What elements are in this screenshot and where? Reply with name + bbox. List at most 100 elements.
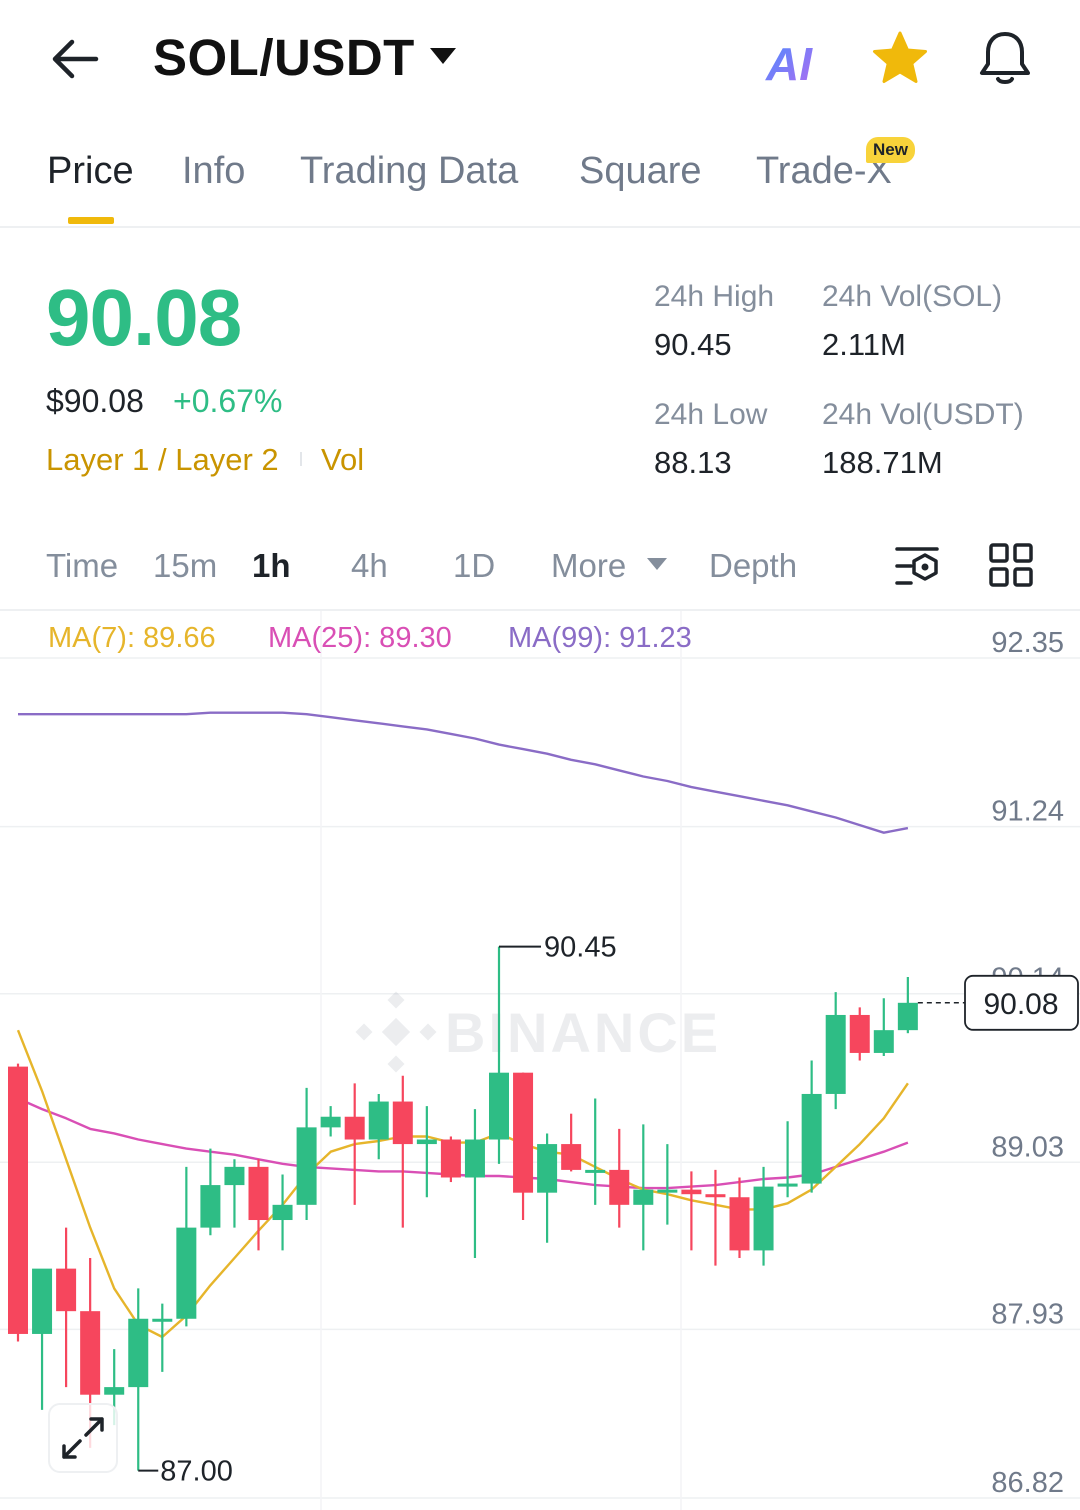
layout-grid-button[interactable] xyxy=(988,542,1034,588)
candle-body xyxy=(80,1311,101,1395)
interval-4h[interactable]: 4h xyxy=(351,547,388,584)
ma99-line xyxy=(18,711,909,834)
candle xyxy=(801,1060,822,1193)
alert-button[interactable] xyxy=(975,28,1035,88)
binance-watermark: BINANCE xyxy=(355,991,718,1073)
candle xyxy=(56,1227,77,1388)
vol-quote-label: 24h Vol(USDT) xyxy=(822,398,1024,431)
interval-15m[interactable]: 15m xyxy=(153,547,218,584)
ai-assistant-button[interactable]: AI xyxy=(765,36,827,90)
ai-icon-text: AI xyxy=(765,38,813,86)
vol-tag[interactable]: Vol xyxy=(321,442,365,477)
candle xyxy=(176,1166,197,1327)
candle xyxy=(705,1169,726,1266)
vol-quote-value: 188.71M xyxy=(822,445,943,480)
candle-body xyxy=(248,1166,269,1221)
candle-body xyxy=(489,1072,509,1140)
depth-tab[interactable]: Depth xyxy=(709,547,798,584)
candle xyxy=(561,1113,582,1172)
sector-tag[interactable]: Layer 1 / Layer 2 xyxy=(46,442,279,477)
candle-body xyxy=(801,1093,822,1184)
candle xyxy=(825,992,846,1110)
high-value: 90.45 xyxy=(654,327,732,362)
back-button[interactable] xyxy=(48,34,102,84)
ma99-label: MA(99): 91.23 xyxy=(508,622,692,654)
candle xyxy=(440,1136,461,1183)
ma7-label: MA(7): 89.66 xyxy=(48,622,216,654)
candle xyxy=(392,1075,413,1228)
expand-icon xyxy=(62,1417,104,1459)
candle xyxy=(633,1124,654,1251)
candle xyxy=(873,998,894,1056)
interval-1h[interactable]: 1h xyxy=(252,547,291,584)
candle-body xyxy=(705,1194,726,1198)
candle-body xyxy=(344,1116,365,1140)
active-tab-indicator xyxy=(68,217,114,224)
vol-base-value: 2.11M xyxy=(822,327,906,362)
star-icon xyxy=(873,31,927,83)
candle-body xyxy=(152,1318,173,1322)
ma25-line xyxy=(17,1097,909,1190)
grid-icon xyxy=(989,543,1033,587)
interval-more[interactable]: More xyxy=(551,547,627,584)
tab-info[interactable]: Info xyxy=(182,150,246,192)
candle-body xyxy=(464,1139,485,1178)
candle xyxy=(849,1007,870,1061)
candle-body xyxy=(825,1014,846,1094)
favorite-button[interactable] xyxy=(870,30,930,88)
candle-body xyxy=(320,1116,341,1128)
high-marker-label: 90.45 xyxy=(544,932,617,964)
candle xyxy=(489,946,509,1164)
pair-title[interactable]: SOL/USDT xyxy=(153,29,415,86)
interval-1d[interactable]: 1D xyxy=(453,547,496,584)
candle xyxy=(897,976,918,1034)
candle xyxy=(657,1144,678,1225)
indicator-icon xyxy=(895,547,939,585)
candle-body xyxy=(729,1197,750,1251)
candle xyxy=(32,1268,53,1410)
low-marker-label: 87.00 xyxy=(160,1456,233,1488)
ai-icon: AI xyxy=(765,38,813,90)
candle-body xyxy=(104,1387,125,1395)
tab-price[interactable]: Price xyxy=(47,150,134,192)
price-change-percent: +0.67% xyxy=(173,383,283,419)
y-axis-label: 91.24 xyxy=(991,796,1064,828)
candle-body xyxy=(633,1189,654,1205)
candle xyxy=(224,1159,245,1228)
candle-body xyxy=(609,1169,630,1205)
tab-square[interactable]: Square xyxy=(579,150,702,192)
last-price: 90.08 xyxy=(46,273,242,362)
vol-base-label: 24h Vol(SOL) xyxy=(822,280,1003,313)
divider xyxy=(0,609,1080,611)
current-price-label: 90.08 xyxy=(983,988,1058,1021)
indicator-settings-button[interactable] xyxy=(893,545,941,587)
candle-body xyxy=(897,1002,918,1031)
candle-body xyxy=(561,1144,582,1170)
more-caret-icon[interactable] xyxy=(647,558,667,570)
candle xyxy=(777,1121,798,1198)
fullscreen-button[interactable] xyxy=(48,1403,118,1473)
interval-time[interactable]: Time xyxy=(46,547,119,584)
y-axis-label: 86.82 xyxy=(991,1467,1064,1499)
tab-trading-data[interactable]: Trading Data xyxy=(300,150,519,192)
candle xyxy=(320,1106,341,1137)
candle-body xyxy=(681,1189,702,1195)
candle xyxy=(152,1303,173,1372)
candle-body xyxy=(32,1268,53,1334)
candle-body xyxy=(585,1169,606,1173)
usd-price: $90.08 xyxy=(46,383,144,419)
candle-body xyxy=(8,1066,28,1334)
candle-body xyxy=(368,1101,389,1140)
y-axis-label: 92.35 xyxy=(991,627,1064,659)
candle xyxy=(729,1177,750,1258)
candle-body xyxy=(777,1183,798,1187)
candle-body xyxy=(56,1268,77,1312)
y-axis-label: 87.93 xyxy=(991,1298,1064,1330)
candle xyxy=(513,1072,534,1221)
chevron-down-icon[interactable] xyxy=(430,48,456,64)
candle xyxy=(248,1159,269,1251)
low-value: 88.13 xyxy=(654,445,732,480)
candle-body xyxy=(200,1185,221,1228)
candle xyxy=(368,1093,389,1160)
